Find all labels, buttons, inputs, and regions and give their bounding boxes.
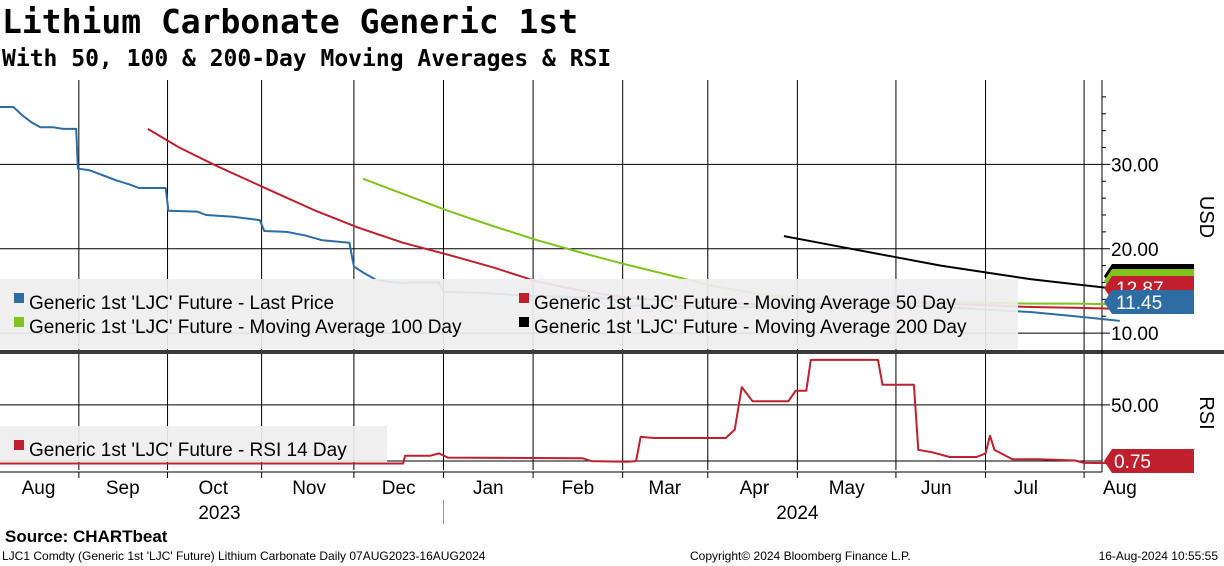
y-tick-label: 20.00 [1111, 240, 1159, 261]
x-tick-label: Aug [1103, 478, 1137, 499]
x-year-label: 2024 [776, 503, 819, 524]
legend-swatch [14, 440, 24, 450]
x-tick-label: Mar [648, 478, 681, 499]
legend-swatch [14, 317, 24, 327]
legend-swatch [519, 317, 529, 327]
legend-label: Generic 1st 'LJC' Future - RSI 14 Day [29, 440, 347, 461]
series-line-price-3 [783, 235, 1121, 291]
y-tick-label: 30.00 [1111, 155, 1159, 176]
x-tick-label: Nov [292, 478, 326, 499]
source-label: Source: CHARTbeat [5, 527, 168, 546]
chart-subtitle: With 50, 100 & 200-Day Moving Averages &… [2, 46, 612, 72]
x-tick-label: Oct [198, 478, 228, 499]
legend-swatch [519, 293, 529, 303]
legend-label: Generic 1st 'LJC' Future - Last Price [29, 293, 334, 314]
footer-description: LJC1 Comdty (Generic 1st 'LJC' Future) L… [2, 549, 486, 563]
series-line-rsi-0 [0, 358, 1120, 465]
x-tick-label: Feb [562, 478, 595, 499]
last-value-tag-shape [1104, 449, 1194, 473]
x-tick-label: Sep [106, 478, 140, 499]
footer-copyright: Copyright© 2024 Bloomberg Finance L.P. [690, 549, 911, 563]
x-tick-label: Jul [1014, 478, 1038, 499]
last-value-tag-rsi: 0.75 [1104, 449, 1194, 473]
last-value-label: 0.75 [1114, 452, 1151, 473]
y-tick-label: 10.00 [1111, 324, 1159, 345]
x-year-label: 2023 [198, 503, 240, 524]
legend-label: Generic 1st 'LJC' Future - Moving Averag… [534, 317, 967, 338]
footer-timestamp: 16-Aug-2024 10:55:55 [1098, 549, 1218, 563]
x-tick-label: Jan [473, 478, 504, 499]
x-tick-label: May [829, 478, 865, 499]
rsi-legend-box [0, 426, 387, 462]
price-legend-box [0, 279, 1018, 349]
legend-label: Generic 1st 'LJC' Future - Moving Averag… [534, 293, 956, 314]
panel-separator [0, 350, 1224, 354]
x-tick-label: Jun [921, 478, 952, 499]
legend-label: Generic 1st 'LJC' Future - Moving Averag… [29, 317, 462, 338]
x-tick-label: Apr [740, 478, 770, 499]
last-value-tag-shape [1104, 290, 1194, 314]
chart-title: Lithium Carbonate Generic 1st [2, 2, 579, 41]
last-value-tag-0: 11.45 [1104, 290, 1194, 314]
legend-swatch [14, 293, 24, 303]
last-value-label: 11.45 [1116, 293, 1162, 314]
y-tick-label: 50.00 [1111, 396, 1159, 417]
x-tick-label: Dec [382, 478, 416, 499]
x-tick-label: Aug [22, 478, 56, 499]
y-axis-label-usd: USD [1195, 196, 1217, 238]
y-axis-label-rsi: RSI [1195, 396, 1217, 429]
